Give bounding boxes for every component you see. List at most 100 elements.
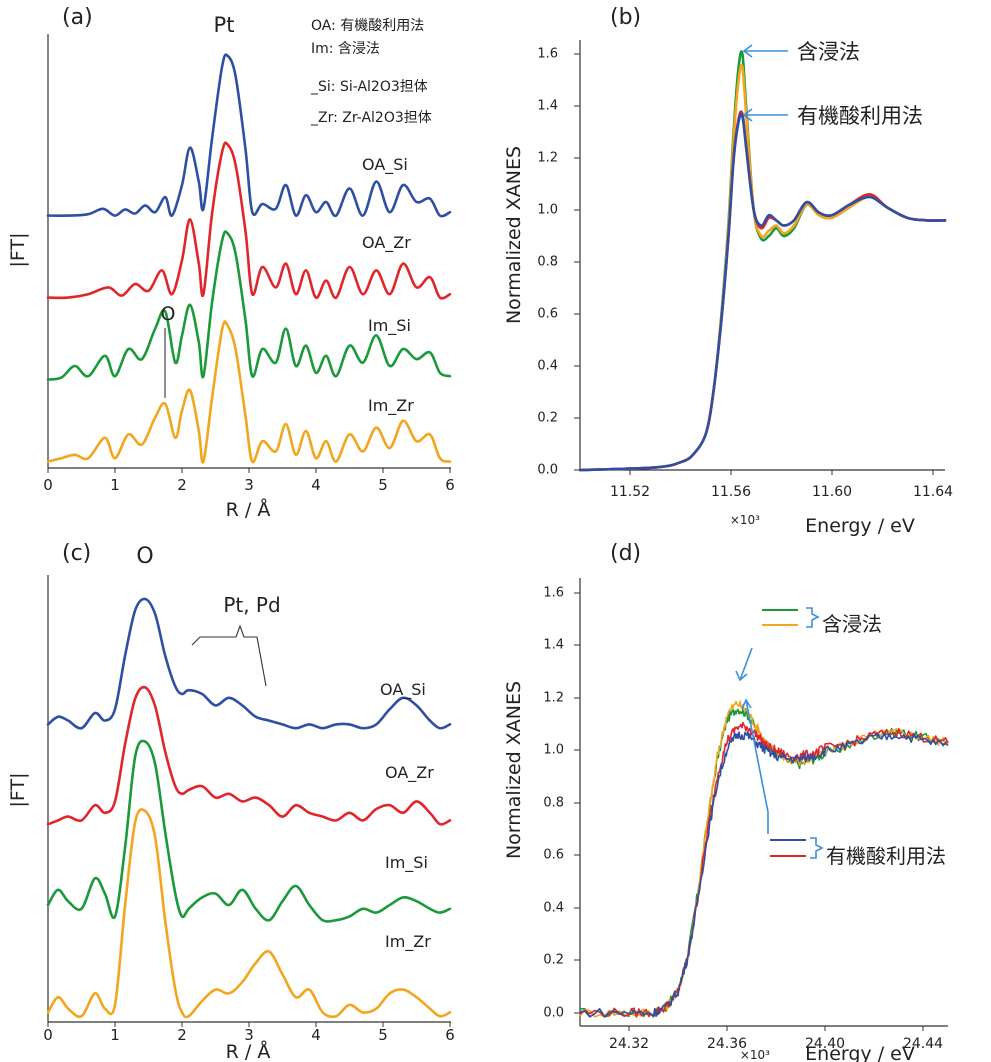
panel-c-curve-label-im-zr: Im_Zr [385,932,431,952]
panel-d-x-axis-label: Energy / eV [805,1043,915,1062]
panel-d-y-tick-label: 1.2 [543,691,564,706]
panel-d-y-tick-label: 0.0 [543,1006,564,1021]
series-line-oa-zr [578,110,947,472]
series-line-im-si [46,739,452,923]
panel-d-y-tick-label: 0.4 [543,901,564,916]
panel-d-arrow-head-impregnation [735,670,748,682]
panel-b-y-ticks: 0.0 0.2 0.4 0.6 0.8 1.0 1.2 1.4 1.6 [537,47,558,478]
panel-b-annotation-impregnation: 含浸法 [797,40,860,64]
panel-b-x-axis-label: Energy / eV [805,515,915,537]
panel-b-y-tick-label: 0.4 [537,359,558,374]
series-line-oa-si [578,112,947,472]
panel-a-o-label: O [161,303,176,325]
panel-a-x-axis-label: R / Å [226,498,271,521]
panel-c-curve-label-im-si: Im_Si [385,853,428,873]
panel-d-annotation-organic-acid: 有機酸利用法 [826,844,946,868]
panel-b-y-tick-label: 0.6 [537,307,558,322]
series-line-oa-si [46,597,452,730]
panel-c-series-group [46,597,452,1019]
panel-d-x-ticks: 24.32 24.36 24.40 24.44 [609,1036,943,1052]
panel-b-y-tick-label: 1.2 [537,151,558,166]
panel-a-x-tick-label: 2 [177,476,187,494]
panel-d-arrow-head-organic-acid [741,698,752,710]
series-line-im-zr [46,808,452,1019]
panel-a-x-tick-label: 3 [244,476,254,494]
panel-c-y-axis-label: |FT| [7,772,29,807]
panel-c-x-tick-label: 0 [43,1026,53,1044]
panel-a-legend-im: Im: 含浸法 [311,41,380,57]
panel-a-label: (a) [62,5,93,30]
series-line-oa-zr [46,141,452,300]
panel-a-curve-label-oa-si: OA_Si [362,155,408,175]
panel-b-x-tick-label: 11.56 [711,484,751,500]
panel-d-brace-organic-acid [810,837,824,859]
panel-b-x-tick-label: 11.52 [610,484,650,500]
panel-d-y-tick-label: 1.6 [543,586,564,601]
panel-d-y-tick-label: 1.0 [543,743,564,758]
series-line-im-si [46,230,452,381]
panel-a-x-tick-label: 0 [43,476,53,494]
panel-c-label: (c) [62,541,91,566]
panel-a-x-ticks: 0 1 2 3 4 5 6 [43,476,455,494]
panel-a-curve-label-oa-zr: OA_Zr [362,233,411,253]
panel-c-x-tick-label: 1 [110,1026,120,1044]
panel-d: (d) Normalized XANES 0.0 0.2 0.4 0.6 0.8… [503,541,949,1062]
panel-b-y-tick-label: 0.0 [537,463,558,478]
panel-b-annotation-organic-acid: 有機酸利用法 [797,104,923,128]
panel-b-x-tick-label: 11.64 [913,484,953,500]
panel-b-x-ticks: 11.52 11.56 11.60 11.64 [610,484,953,500]
panel-b-label: (b) [610,5,641,30]
panel-a-x-tick-label: 5 [378,476,388,494]
panel-b-x-multiplier: ×10³ [730,513,760,527]
panel-d-series-group [579,700,949,1018]
panel-c-x-tick-label: 5 [378,1026,388,1044]
panel-c-x-tick-label: 6 [445,1026,455,1044]
panel-b-y-tick-label: 0.8 [537,255,558,270]
panel-d-x-tick-label: 24.40 [805,1036,845,1052]
panel-d-y-ticks: 0.0 0.2 0.4 0.6 0.8 1.0 1.2 1.4 1.6 [543,586,564,1021]
panel-b: (b) Normalized XANES 0.0 0.2 0.4 0.6 0.8… [503,5,953,537]
panel-c-bracket-label: Pt, Pd [223,593,280,617]
panel-b-y-axis-label: Normalized XANES [503,146,525,324]
panel-b-series-group [578,50,947,472]
panel-a-y-axis-label: |FT| [7,232,29,267]
panel-c-x-axis-label: R / Å [226,1040,271,1062]
panel-a-x-tick-label: 1 [110,476,120,494]
panel-a-curve-label-im-si: Im_Si [368,316,411,336]
panel-a: (a) |FT| 0 1 2 3 4 5 6 R / Å Pt O OA: 有機… [7,5,455,521]
series-line-oa-si [579,730,949,1018]
panel-d-y-tick-label: 0.8 [543,796,564,811]
panel-c-x-tick-label: 2 [177,1026,187,1044]
panel-a-x-tick-label: 6 [445,476,455,494]
panel-d-x-tick-label: 24.32 [609,1036,649,1052]
panel-c-curve-label-oa-si: OA_Si [380,680,426,700]
panel-d-y-tick-label: 0.6 [543,848,564,863]
panel-a-x-tick-label: 4 [311,476,321,494]
panel-d-brace-impregnation [806,607,820,628]
panel-d-arrow-impregnation [739,647,753,681]
panel-b-x-tick-label: 11.60 [812,484,852,500]
panel-a-legend-si: _Si: Si-Al2O3担体 [310,79,428,95]
panel-d-y-tick-label: 0.2 [543,953,564,968]
panel-c-x-ticks: 0 1 2 3 4 5 6 [43,1026,455,1044]
series-line-oa-si [46,53,452,218]
panel-a-series-group [46,53,452,464]
series-line-im-zr [46,320,452,464]
panel-d-annotation-impregnation: 含浸法 [822,612,882,636]
panel-b-y-tick-label: 0.2 [537,411,558,426]
panel-d-y-axis-label: Normalized XANES [503,681,525,859]
panel-c-o-peak-label: O [136,544,153,569]
panel-a-pt-peak-label: Pt [214,13,235,37]
panel-d-x-tick-label: 24.36 [707,1036,747,1052]
panel-b-arrow-head-impregnation [742,44,753,58]
panel-c-pt-pd-bracket [191,624,267,687]
panel-b-arrow-head-organic-acid [742,108,753,122]
panel-a-legend-oa: OA: 有機酸利用法 [311,18,424,34]
panel-b-y-tick-label: 1.0 [537,203,558,218]
panel-b-y-tick-label: 1.6 [537,47,558,62]
series-line-oa-zr [579,721,949,1018]
panel-c-x-tick-label: 3 [244,1026,254,1044]
panel-b-y-tick-label: 1.4 [537,99,558,114]
panel-d-y-tick-label: 1.4 [543,638,564,653]
